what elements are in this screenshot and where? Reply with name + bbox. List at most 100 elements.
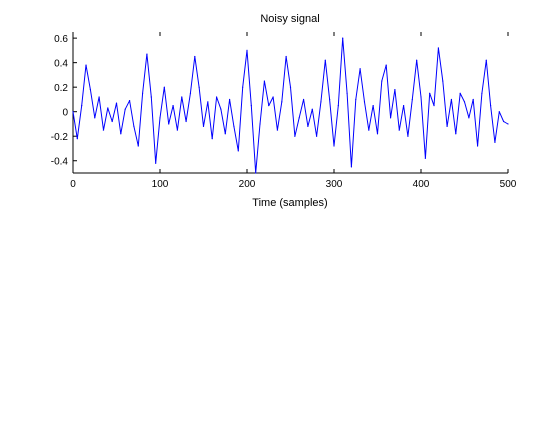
data-point <box>298 117 300 119</box>
data-point <box>233 125 235 128</box>
data-point <box>98 96 100 98</box>
data-point <box>381 80 383 82</box>
data-point <box>442 80 444 82</box>
data-point <box>120 133 122 135</box>
data-point <box>363 101 366 103</box>
data-point <box>281 101 283 103</box>
data-point <box>333 145 335 147</box>
data-point <box>398 129 400 131</box>
data-point <box>202 125 205 128</box>
data-point <box>155 162 157 164</box>
y-tick-label: 0 <box>62 108 68 119</box>
data-point <box>215 96 218 98</box>
data-point <box>294 135 296 137</box>
data-point <box>250 104 252 107</box>
data-point <box>437 47 439 49</box>
data-point <box>342 37 344 39</box>
data-point <box>507 123 509 125</box>
data-point <box>498 111 500 113</box>
x-tick-label: 400 <box>413 179 430 190</box>
data-point <box>459 92 461 94</box>
data-point <box>302 98 305 101</box>
data-point <box>468 117 470 119</box>
data-point <box>376 133 379 135</box>
data-point <box>416 59 418 61</box>
chart-title: Noisy signal <box>260 13 319 25</box>
data-point <box>124 108 126 110</box>
data-point <box>263 80 265 82</box>
data-point <box>94 117 96 119</box>
data-point <box>424 157 426 159</box>
x-axis-label: Time (samples) <box>252 197 327 209</box>
data-point <box>372 104 374 107</box>
data-point <box>181 96 183 98</box>
data-point <box>272 96 274 98</box>
data-point <box>107 107 109 109</box>
data-point <box>146 53 148 55</box>
data-point <box>307 125 309 128</box>
data-point <box>220 108 222 110</box>
series-line-0 <box>72 37 509 174</box>
data-point <box>259 123 261 125</box>
data-point <box>168 123 170 125</box>
data-point <box>163 86 165 88</box>
data-point <box>455 133 457 135</box>
data-point <box>433 104 435 107</box>
data-point <box>211 138 213 140</box>
data-point <box>429 92 431 94</box>
data-point <box>329 98 331 101</box>
data-point <box>198 86 200 88</box>
data-point <box>385 64 387 66</box>
data-point <box>229 98 231 101</box>
data-point <box>411 98 413 101</box>
data-point <box>185 120 187 123</box>
data-point <box>172 104 174 107</box>
y-tick-label: 0.6 <box>54 34 68 45</box>
data-point <box>102 129 105 131</box>
plot-area: 0 100 200 300 400 500 -0.4 -0.2 0 0.2 0.4 0.6 <box>51 32 517 190</box>
data-point <box>176 129 178 131</box>
data-point <box>503 120 505 123</box>
data-point <box>255 172 257 174</box>
data-point <box>115 102 118 104</box>
data-point <box>476 145 479 147</box>
data-point <box>76 138 78 140</box>
data-point <box>485 59 487 61</box>
data-point <box>420 96 422 98</box>
data-point <box>224 133 226 135</box>
data-point <box>207 101 209 103</box>
x-tick-label: 0 <box>70 179 76 190</box>
data-point <box>337 104 339 107</box>
data-point <box>368 129 370 131</box>
data-point <box>242 86 244 88</box>
data-point <box>481 92 483 94</box>
data-point <box>389 117 392 119</box>
data-point <box>316 135 318 137</box>
data-point <box>246 49 248 51</box>
data-point <box>150 96 152 98</box>
y-tick-label: 0.4 <box>54 59 68 70</box>
y-tick-label: -0.4 <box>51 157 69 168</box>
data-point <box>394 89 396 91</box>
data-point <box>355 98 357 101</box>
data-point <box>320 101 322 103</box>
data-point <box>350 166 352 168</box>
data-point <box>346 92 348 94</box>
data-point <box>324 59 326 61</box>
data-point <box>142 92 144 94</box>
data-point <box>490 104 492 107</box>
data-point <box>194 55 196 58</box>
data-point <box>128 100 131 102</box>
data-point <box>85 64 87 66</box>
data-point <box>137 145 139 147</box>
data-point <box>72 111 74 113</box>
data-point <box>81 104 83 107</box>
y-tick-label: -0.2 <box>51 132 69 143</box>
x-tick-label: 100 <box>152 179 169 190</box>
data-point <box>159 117 161 119</box>
data-point <box>472 98 474 101</box>
y-tick-label: 0.2 <box>54 83 68 94</box>
data-point <box>189 92 192 94</box>
